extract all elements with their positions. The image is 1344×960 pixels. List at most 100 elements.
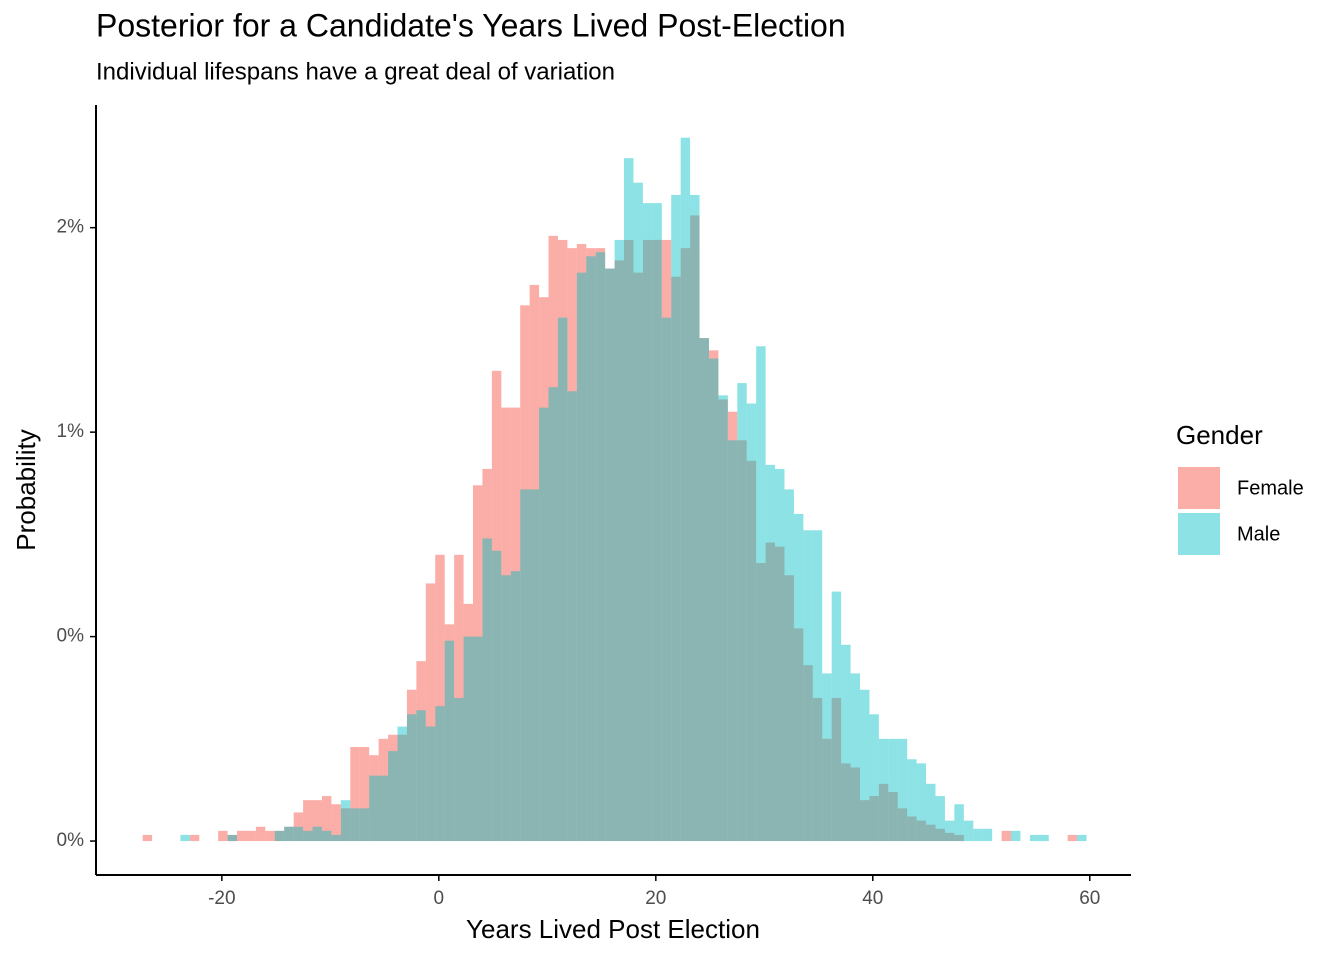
- bar: [255, 826, 266, 842]
- bar: [775, 468, 785, 842]
- bar: [614, 260, 625, 842]
- bar: [218, 830, 228, 842]
- bar: [907, 759, 917, 842]
- x-tick-label: 40: [862, 888, 883, 909]
- bar: [973, 828, 983, 842]
- bar: [605, 268, 615, 842]
- bar: [227, 834, 238, 842]
- bar: [859, 800, 870, 842]
- bar: [586, 256, 596, 842]
- bar: [350, 808, 360, 842]
- bar: [1067, 834, 1078, 842]
- bar: [331, 804, 341, 842]
- bar: [699, 338, 709, 842]
- y-tick-label: 1%: [57, 421, 85, 442]
- bar: [501, 407, 511, 842]
- bar: [510, 571, 521, 842]
- bar: [369, 755, 379, 842]
- bar: [775, 546, 785, 842]
- legend-title: Gender: [1176, 420, 1263, 450]
- bar: [529, 489, 540, 842]
- bar: [841, 644, 851, 842]
- bar: [1077, 834, 1087, 842]
- bar: [954, 834, 964, 842]
- legend-label: Female: [1237, 477, 1304, 499]
- bar: [859, 689, 870, 842]
- bar: [727, 411, 738, 842]
- bars: [142, 137, 1087, 842]
- bar: [822, 673, 832, 842]
- bar: [312, 800, 322, 842]
- bar: [340, 800, 351, 842]
- bar: [878, 783, 889, 842]
- x-axis-label: Years Lived Post Election: [466, 914, 760, 944]
- bar: [567, 391, 577, 842]
- bar: [642, 239, 653, 842]
- bar: [699, 338, 709, 842]
- y-tick-label: 0%: [57, 830, 85, 851]
- bar: [331, 834, 341, 842]
- bar: [718, 395, 728, 842]
- bar: [708, 350, 719, 842]
- bar: [897, 738, 908, 842]
- bar: [274, 830, 285, 842]
- bar: [284, 826, 294, 842]
- bar: [321, 830, 332, 842]
- bar: [416, 661, 426, 842]
- bar: [397, 726, 407, 842]
- x-tick-label: 60: [1079, 888, 1100, 909]
- bar: [246, 830, 256, 842]
- bar: [708, 358, 719, 842]
- bar: [652, 203, 662, 842]
- bar: [501, 575, 511, 842]
- x-tick-label: 20: [645, 888, 666, 909]
- bar: [444, 624, 455, 842]
- bar: [557, 317, 568, 842]
- bar: [406, 689, 417, 842]
- bar: [690, 215, 700, 842]
- chart-title: Posterior for a Candidate's Years Lived …: [96, 7, 846, 43]
- bar: [661, 239, 672, 842]
- y-tick-label: 2%: [57, 217, 85, 238]
- bar: [926, 824, 936, 842]
- bar: [793, 628, 804, 842]
- bar: [869, 714, 879, 842]
- bar: [303, 800, 313, 842]
- bar: [416, 710, 426, 842]
- bar: [473, 485, 483, 842]
- bar: [548, 387, 558, 842]
- bar: [142, 834, 153, 842]
- bar: [378, 738, 389, 842]
- bar: [284, 826, 294, 842]
- x-tick-label: -20: [208, 888, 235, 909]
- bar: [454, 697, 464, 842]
- y-tick-label: 0%: [57, 626, 85, 647]
- bar: [388, 751, 398, 842]
- bar: [1039, 834, 1049, 842]
- bar: [510, 407, 521, 842]
- bar: [340, 808, 351, 842]
- bar: [982, 828, 993, 842]
- bar: [727, 440, 738, 842]
- bar: [765, 542, 776, 842]
- bar: [303, 830, 313, 842]
- bar: [624, 158, 634, 842]
- bar: [520, 305, 530, 842]
- bar: [473, 636, 483, 842]
- chart-subtitle: Individual lifespans have a great deal o…: [96, 58, 615, 85]
- bar: [1029, 834, 1040, 842]
- bar: [812, 697, 823, 842]
- bar: [520, 489, 530, 842]
- bar: [548, 235, 558, 842]
- bar: [963, 820, 974, 842]
- bar: [369, 775, 379, 842]
- bar: [227, 834, 238, 842]
- bar: [916, 763, 927, 842]
- bar: [680, 248, 691, 842]
- bar: [312, 826, 322, 842]
- bar: [482, 538, 492, 842]
- bar: [435, 706, 445, 842]
- bar: [557, 239, 568, 842]
- bar: [406, 714, 417, 842]
- bar: [944, 820, 955, 842]
